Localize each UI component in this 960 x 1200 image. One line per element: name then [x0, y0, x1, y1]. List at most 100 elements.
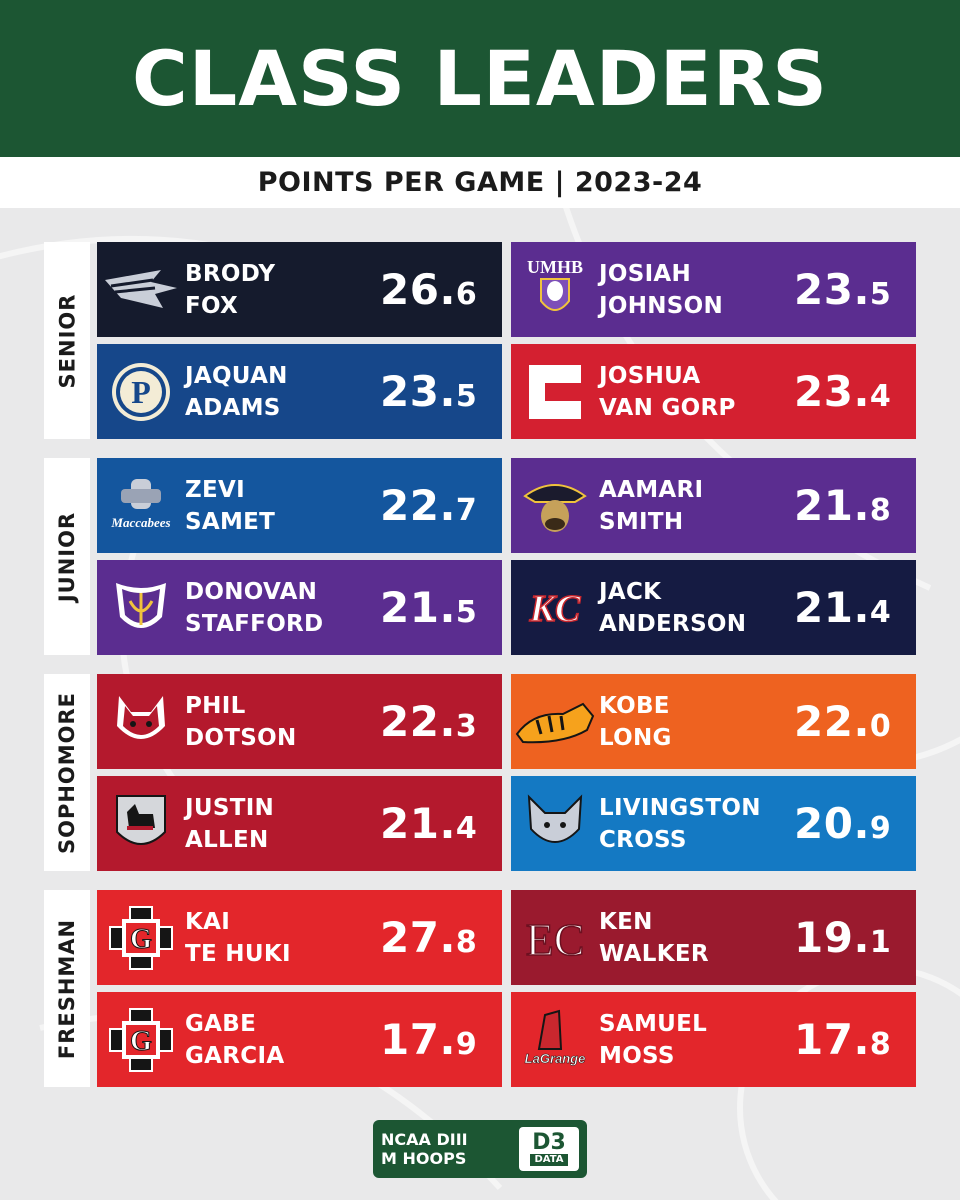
ppg-decimal: 3 [455, 709, 478, 744]
ppg-decimal: 5 [455, 595, 478, 630]
player-card: AAMARI SMITH 21.8 [511, 458, 916, 553]
player-name: DONOVAN STAFFORD [185, 576, 380, 640]
ppg-whole: 19. [794, 913, 870, 962]
player-last-name: WALKER [599, 940, 709, 967]
ppg-decimal: 4 [455, 811, 478, 846]
points-per-game: 20.9 [794, 799, 916, 848]
tiger-icon [511, 674, 599, 769]
ppg-decimal: 9 [455, 1027, 478, 1062]
points-per-game: 17.9 [380, 1015, 502, 1064]
points-per-game: 19.1 [794, 913, 916, 962]
ppg-decimal: 8 [869, 493, 892, 528]
ppg-decimal: 6 [455, 277, 478, 312]
player-card: LaGrange SAMUEL MOSS 17.8 [511, 992, 916, 1087]
umhb-crusader-icon: UMHB [511, 242, 599, 337]
ppg-decimal: 1 [869, 925, 892, 960]
points-per-game: 22.7 [380, 481, 502, 530]
ppg-whole: 20. [794, 799, 870, 848]
player-last-name: JOHNSON [599, 292, 724, 319]
player-card: DONOVAN STAFFORD 21.5 [97, 560, 502, 655]
badge-top: D3 [532, 1130, 566, 1155]
badge-bottom: DATA [530, 1154, 568, 1166]
player-last-name: MOSS [599, 1042, 675, 1069]
svg-text:G: G [130, 1026, 152, 1057]
ppg-decimal: 4 [869, 379, 892, 414]
ppg-whole: 22. [794, 697, 870, 746]
pioneer-head-icon [511, 458, 599, 553]
player-first-name: JAQUAN [185, 362, 288, 389]
player-last-name: TE HUKI [185, 940, 291, 967]
letter-c-icon [511, 344, 599, 439]
player-card: LIVINGSTON CROSS 20.9 [511, 776, 916, 871]
wolf-head-icon [511, 776, 599, 871]
player-first-name: KOBE [599, 692, 670, 719]
points-per-game: 23.5 [794, 265, 916, 314]
footer-line1: NCAA DIII [381, 1130, 468, 1149]
class-section-sophomore: SOPHOMORE PHIL DOTSON 22.3 KOBE LONG 22.0 JUSTI… [44, 674, 916, 871]
points-per-game: 21.4 [794, 583, 916, 632]
ppg-decimal: 5 [869, 277, 892, 312]
player-last-name: ALLEN [185, 826, 269, 853]
player-first-name: LIVINGSTON [599, 794, 761, 821]
ppg-decimal: 8 [455, 925, 478, 960]
section-label-text: FRESHMAN [55, 918, 80, 1059]
page-subtitle: POINTS PER GAME | 2023-24 [257, 167, 703, 198]
player-last-name: STAFFORD [185, 610, 324, 637]
points-per-game: 17.8 [794, 1015, 916, 1064]
player-card: G KAI TE HUKI 27.8 [97, 890, 502, 985]
grinnell-g-icon: G [97, 890, 185, 985]
player-first-name: PHIL [185, 692, 246, 719]
player-last-name: GARCIA [185, 1042, 285, 1069]
scottie-dog-icon [97, 776, 185, 871]
svg-text:Maccabees: Maccabees [110, 515, 170, 530]
ppg-whole: 17. [794, 1015, 870, 1064]
points-per-game: 21.4 [380, 799, 502, 848]
lagrange-icon: LaGrange [511, 992, 599, 1087]
points-per-game: 27.8 [380, 913, 502, 962]
player-last-name: DOTSON [185, 724, 297, 751]
section-label-text: SENIOR [55, 293, 80, 388]
player-first-name: AAMARI [599, 476, 704, 503]
player-name: KOBE LONG [599, 690, 794, 754]
ppg-decimal: 8 [869, 1027, 892, 1062]
section-label: JUNIOR [44, 458, 90, 655]
player-first-name: JOSHUA [599, 362, 701, 389]
player-last-name: LONG [599, 724, 672, 751]
shield-crest-icon [97, 560, 185, 655]
section-label: FRESHMAN [44, 890, 90, 1087]
ppg-whole: 22. [380, 481, 456, 530]
footer-line2: M HOOPS [381, 1149, 467, 1168]
player-card: BRODY FOX 26.6 [97, 242, 502, 337]
player-last-name: SMITH [599, 508, 684, 535]
ec-letters-icon: EC [511, 890, 599, 985]
ppg-decimal: 4 [869, 595, 892, 630]
player-name: JUSTIN ALLEN [185, 792, 380, 856]
footer-text: NCAA DIII M HOOPS [381, 1130, 519, 1168]
points-per-game: 23.4 [794, 367, 916, 416]
letter-p-icon: P [97, 344, 185, 439]
player-last-name: ADAMS [185, 394, 281, 421]
player-last-name: ANDERSON [599, 610, 747, 637]
ppg-decimal: 7 [455, 493, 478, 528]
player-name: JOSHUA VAN GORP [599, 360, 794, 424]
player-first-name: JACK [599, 578, 662, 605]
player-first-name: JUSTIN [185, 794, 275, 821]
ppg-whole: 21. [380, 799, 456, 848]
player-name: KAI TE HUKI [185, 906, 380, 970]
player-first-name: JOSIAH [599, 260, 692, 287]
class-section-senior: SENIOR BRODY FOX 26.6 UMHB JOSIAH JOHNSON 23.5 P… [44, 242, 916, 439]
ppg-decimal: 5 [455, 379, 478, 414]
maccabees-icon: Maccabees [97, 458, 185, 553]
player-last-name: CROSS [599, 826, 687, 853]
player-name: LIVINGSTON CROSS [599, 792, 794, 856]
ppg-whole: 23. [380, 367, 456, 416]
player-first-name: SAMUEL [599, 1010, 708, 1037]
svg-text:EC: EC [526, 914, 585, 965]
player-card: EC KEN WALKER 19.1 [511, 890, 916, 985]
grinnell-g-icon: G [97, 992, 185, 1087]
subtitle-bar: POINTS PER GAME | 2023-24 [0, 157, 960, 208]
ppg-whole: 21. [380, 583, 456, 632]
player-card: JUSTIN ALLEN 21.4 [97, 776, 502, 871]
player-name: JOSIAH JOHNSON [599, 258, 794, 322]
player-first-name: KAI [185, 908, 231, 935]
